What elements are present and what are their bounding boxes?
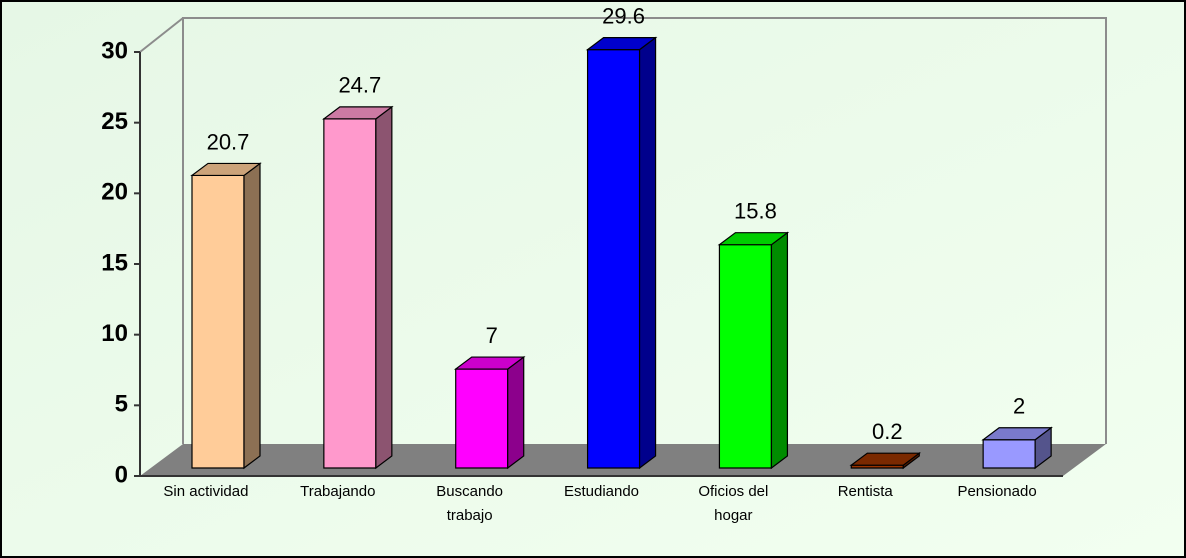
bar	[322, 105, 394, 470]
x-tick-label: Sin actividad	[163, 483, 249, 500]
value-label: 0.2	[872, 419, 903, 444]
bar-top	[585, 37, 658, 51]
bar	[849, 451, 922, 470]
bar-front	[718, 244, 773, 469]
bar	[717, 231, 790, 470]
bar-front	[455, 368, 509, 469]
bar-side	[638, 36, 657, 470]
y-tick-label: 30	[101, 37, 128, 64]
value-label: 29.6	[602, 3, 645, 28]
bar-front	[323, 118, 377, 469]
x-tick-label: Trabajando	[300, 483, 376, 500]
bar-top	[981, 427, 1053, 441]
bar-top	[190, 162, 262, 177]
bar-side	[770, 231, 789, 470]
bar-top	[849, 452, 922, 466]
x-tick-label: Pensionado	[957, 483, 1037, 500]
bar-front	[982, 439, 1036, 469]
bar-side	[375, 105, 393, 470]
x-tick-label: Estudiando	[563, 483, 640, 500]
y-tick-label: 10	[101, 320, 128, 347]
bar	[190, 162, 262, 470]
back-wall	[182, 17, 1107, 444]
y-tick-label: 0	[115, 461, 128, 488]
x-tick-label: Rentista	[837, 483, 893, 500]
value-label: 20.7	[207, 129, 250, 154]
y-tick-label: 5	[115, 391, 128, 418]
bar	[585, 36, 658, 470]
bar-side	[507, 355, 525, 470]
side-wall-edge	[139, 17, 184, 53]
bar-front	[191, 174, 245, 469]
bar-side	[243, 162, 261, 470]
value-label: 7	[486, 323, 498, 348]
bar-top	[322, 106, 394, 120]
y-tick-label: 25	[101, 108, 128, 135]
bar-top	[453, 356, 526, 370]
y-tick-label: 15	[101, 249, 128, 276]
x-tick-label: Oficios del hogar	[698, 483, 769, 524]
value-label: 15.8	[734, 199, 777, 224]
bar-top	[717, 232, 790, 246]
value-label: 24.7	[338, 73, 381, 98]
value-label: 2	[1013, 394, 1025, 419]
bar-front	[586, 49, 641, 469]
bar	[981, 426, 1053, 470]
y-tick-label: 20	[101, 179, 128, 206]
x-tick-label: Buscando trabajo	[436, 483, 503, 524]
bar	[453, 355, 526, 470]
